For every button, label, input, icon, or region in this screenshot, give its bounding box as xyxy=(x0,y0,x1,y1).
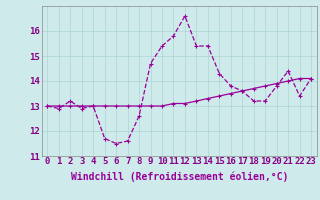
X-axis label: Windchill (Refroidissement éolien,°C): Windchill (Refroidissement éolien,°C) xyxy=(70,172,288,182)
